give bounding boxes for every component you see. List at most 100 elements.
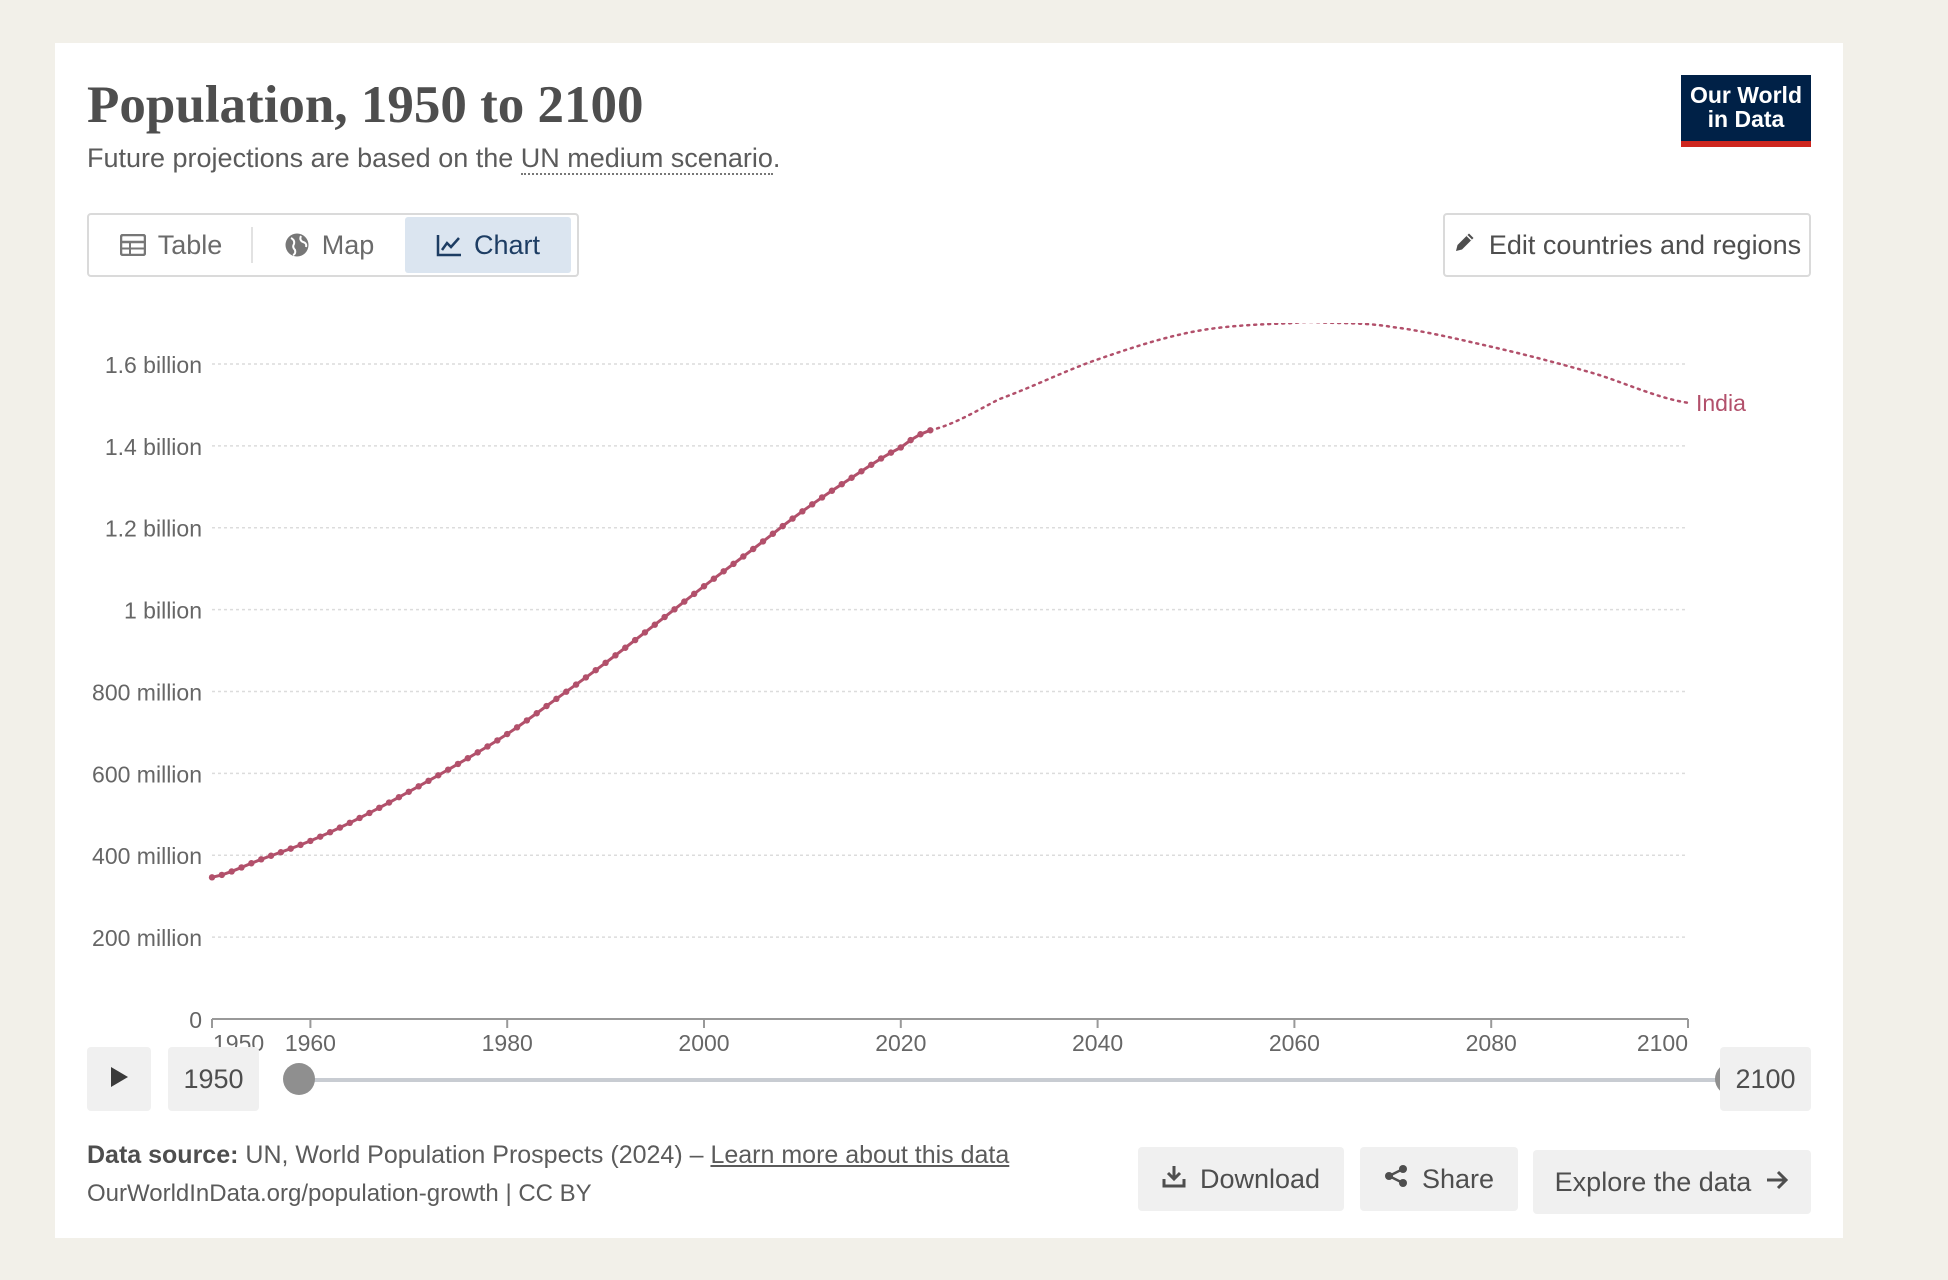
data-point [789, 515, 796, 522]
play-icon [109, 1064, 129, 1095]
source-url: OurWorldInData.org/population-growth | C… [87, 1180, 592, 1207]
x-tick-label: 1960 [285, 1030, 336, 1053]
tab-table[interactable]: Table [91, 217, 251, 273]
edit-countries-label: Edit countries and regions [1488, 229, 1802, 260]
data-point [553, 695, 560, 703]
tab-map-label: Map [321, 229, 375, 260]
population-line-chart: 0 200 million 400 million 600 million 800 mi… [92, 323, 1746, 1053]
data-point [622, 644, 629, 651]
x-tick-label: 1980 [482, 1030, 533, 1053]
subtitle-period: . [772, 143, 781, 173]
data-point [405, 788, 412, 795]
chart-card: Population, 1950 to 2100 Future projecti… [55, 43, 1843, 1238]
data-point [582, 674, 590, 681]
line-chart-icon [436, 233, 462, 257]
timeline-start-year[interactable]: 1950 [168, 1047, 259, 1111]
explore-data-button[interactable]: Explore the data [1533, 1150, 1811, 1214]
data-point [730, 560, 737, 568]
share-icon [1384, 1164, 1408, 1195]
data-point [533, 710, 540, 717]
timeline-start-handle[interactable] [283, 1063, 315, 1095]
x-tick-label: 2080 [1466, 1030, 1517, 1053]
data-point [336, 824, 344, 831]
data-point [818, 494, 826, 501]
edit-countries-button[interactable]: Edit countries and regions [1443, 213, 1811, 277]
download-icon [1162, 1164, 1186, 1195]
series-line-projection [929, 323, 1690, 432]
data-point [425, 777, 432, 785]
chart-title: Population, 1950 to 2100 [87, 76, 644, 134]
data-point [769, 530, 777, 537]
data-point [563, 688, 570, 695]
y-tick-label: 0 [189, 1007, 202, 1033]
view-tabs: Table Map Chart [87, 213, 579, 277]
data-point [267, 852, 275, 859]
logo-line-1: Our World [1689, 82, 1802, 108]
data-point [366, 809, 373, 817]
data-point [868, 461, 875, 468]
data-point [740, 553, 747, 560]
owid-logo[interactable]: Our World in Data [1681, 75, 1811, 147]
data-point [395, 793, 403, 801]
un-scenario-link[interactable]: UN medium scenario [520, 143, 773, 175]
data-point [464, 754, 472, 762]
data-point [602, 659, 609, 667]
data-point [504, 730, 511, 738]
data-point [454, 760, 462, 768]
data-point [651, 621, 658, 628]
data-point [828, 487, 836, 494]
data-point [474, 749, 481, 756]
data-point [809, 501, 816, 508]
data-point [690, 590, 698, 598]
data-point [297, 841, 304, 849]
y-tick-label: 1.6 billion [105, 352, 202, 378]
x-tick-label: 2060 [1269, 1030, 1320, 1053]
data-point [720, 568, 727, 575]
series-label-india: India [1696, 390, 1746, 416]
download-button[interactable]: Download [1138, 1147, 1344, 1211]
x-tick-label: 2020 [875, 1030, 926, 1053]
data-point [779, 522, 786, 530]
share-label: Share [1421, 1163, 1495, 1194]
share-button[interactable]: Share [1360, 1147, 1518, 1211]
timeline-end-year[interactable]: 2100 [1720, 1047, 1811, 1111]
y-tick-label: 400 million [92, 843, 202, 869]
download-label: Download [1199, 1163, 1321, 1194]
data-point [317, 833, 324, 840]
data-point [700, 583, 708, 590]
data-point [710, 575, 718, 582]
data-point [681, 598, 688, 605]
tab-table-label: Table [157, 229, 223, 260]
play-button[interactable] [87, 1047, 151, 1111]
data-point [444, 766, 452, 773]
tab-map[interactable]: Map [251, 227, 405, 263]
data-point [917, 431, 924, 438]
data-point [907, 436, 914, 444]
data-point [848, 474, 855, 481]
tab-chart[interactable]: Chart [405, 217, 571, 273]
chart-subtitle: Future projections are based on the UN m… [87, 143, 781, 175]
arrow-right-icon [1765, 1167, 1789, 1198]
learn-more-link[interactable]: Learn more about this data [710, 1141, 1010, 1169]
pencil-icon [1453, 230, 1477, 261]
x-axis: 1950 1960 1980 2000 2020 2040 2060 2080 2100 [211, 1018, 1689, 1053]
data-source-text: UN, World Population Prospects (2024) – [238, 1141, 711, 1169]
y-tick-label: 1.4 billion [105, 434, 202, 460]
y-tick-label: 1 billion [124, 598, 202, 624]
data-point [612, 652, 619, 659]
x-tick-label: 2040 [1072, 1030, 1123, 1053]
data-point [356, 814, 363, 822]
x-tick-label: 2000 [678, 1030, 729, 1053]
data-point [415, 783, 422, 790]
data-point [258, 856, 265, 863]
data-point [277, 849, 285, 856]
timeline-track[interactable] [299, 1078, 1731, 1082]
grid-lines [212, 363, 1688, 938]
data-point [248, 860, 255, 867]
data-point [435, 772, 442, 779]
data-point [218, 871, 226, 879]
data-point [513, 724, 521, 731]
data-point [494, 737, 501, 744]
data-point [307, 837, 314, 845]
series-layer: India [208, 323, 1746, 881]
